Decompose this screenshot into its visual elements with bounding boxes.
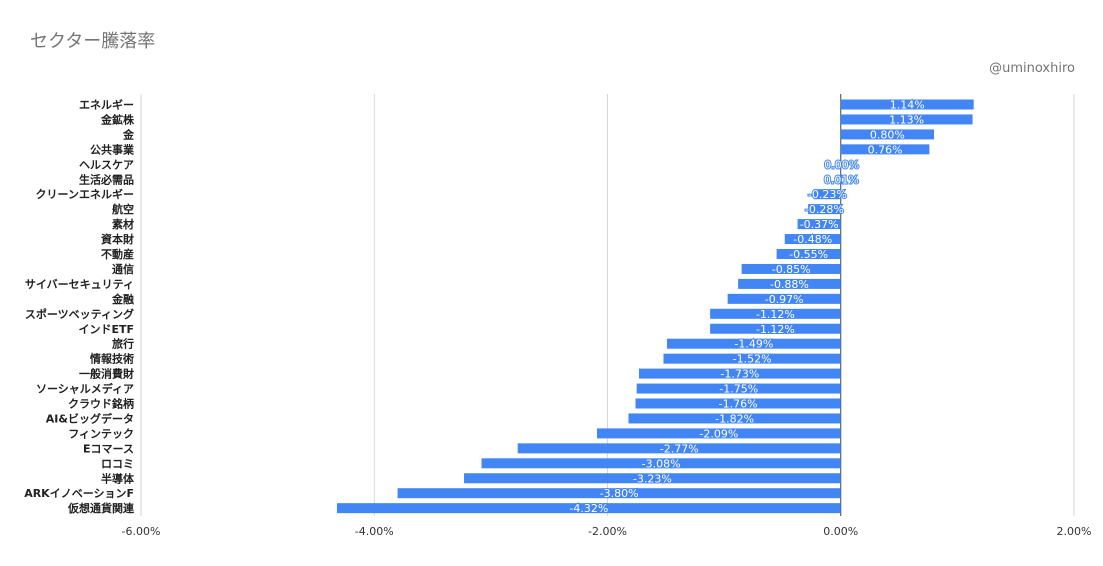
category-label: 金鉱株	[100, 112, 135, 126]
category-label: フィンテック	[68, 427, 134, 440]
category-label: 仮想通貨関連	[67, 501, 135, 515]
bar	[666, 338, 841, 349]
bar	[638, 368, 841, 379]
bar	[840, 114, 973, 125]
category-label: AI&ビッグデータ	[46, 411, 134, 425]
category-label: インドETF	[78, 323, 134, 336]
data-label: -0.23%	[808, 188, 847, 201]
bar	[663, 353, 841, 364]
x-tick-label: -4.00%	[355, 525, 394, 538]
category-label: 不動産	[101, 247, 134, 261]
category-label-layer: エネルギー金鉱株金公共事業ヘルスケア生活必需品クリーンエネルギー航空素材資本財不…	[24, 98, 135, 516]
bar	[710, 308, 841, 319]
bar	[840, 159, 842, 170]
x-tick-label: -2.00%	[588, 525, 627, 538]
category-label: エネルギー	[79, 98, 134, 112]
data-label: -0.48%	[793, 233, 832, 246]
bar	[808, 204, 841, 215]
category-label: スポーツベッティング	[25, 307, 134, 321]
bar	[635, 398, 841, 409]
data-label: 0.76%	[868, 143, 903, 156]
x-tick-label: 0.00%	[823, 525, 858, 538]
bar	[738, 278, 841, 289]
category-label: 半導体	[101, 471, 135, 485]
bar	[840, 144, 930, 155]
category-label: 通信	[112, 262, 134, 276]
bar-layer	[336, 99, 974, 514]
bar	[813, 189, 841, 200]
chart-credit: @uminoxhiro	[989, 61, 1075, 76]
data-label: -0.28%	[805, 203, 844, 216]
bar	[628, 413, 841, 424]
x-tick-label: -6.00%	[122, 525, 161, 538]
category-label: ヘルスケア	[79, 158, 134, 171]
bar	[464, 473, 841, 484]
data-label: 1.14%	[890, 99, 925, 112]
bar	[741, 263, 841, 274]
bar	[797, 219, 841, 230]
category-label: 金融	[111, 292, 134, 306]
category-label: Eコマース	[83, 442, 134, 455]
bar	[481, 458, 841, 469]
bar	[776, 249, 841, 259]
category-label: 一般消費財	[79, 367, 134, 381]
data-label: -1.49%	[734, 338, 773, 351]
data-label: -3.23%	[633, 472, 672, 485]
category-label: ARKイノベーションF	[24, 487, 134, 500]
data-label: -0.85%	[772, 263, 811, 276]
category-label: 情報技術	[90, 352, 134, 366]
data-label: -1.75%	[719, 383, 758, 396]
data-label-layer: 1.14%1.13% 0.80% 0.76% 0.00% 0.01% -0.23% -0.2…	[568, 98, 925, 517]
category-label: 航空	[112, 202, 134, 216]
category-label: 資本財	[101, 232, 134, 246]
bar	[636, 383, 841, 394]
bar	[597, 428, 841, 439]
data-label: -2.09%	[699, 427, 738, 440]
data-label: -1.52%	[733, 353, 772, 366]
data-label: -3.80%	[600, 487, 639, 500]
category-label: 金	[122, 127, 135, 141]
category-label: クリーンエネルギー	[36, 187, 134, 201]
bar	[840, 99, 974, 110]
bar	[727, 293, 841, 304]
data-label: -0.55%	[789, 248, 828, 261]
data-label: -4.32%	[569, 502, 608, 515]
bar	[336, 503, 841, 514]
data-label: -0.97%	[765, 293, 804, 306]
data-label: -2.77%	[660, 442, 699, 455]
category-label: ロコミ	[101, 457, 134, 470]
bar	[517, 443, 841, 454]
data-label: -1.76%	[719, 398, 758, 411]
category-label: 素材	[112, 217, 134, 231]
data-label: -1.82%	[715, 412, 754, 425]
bar	[710, 323, 841, 334]
bar	[840, 174, 842, 185]
category-label: サイバーセキュリティ	[25, 278, 134, 291]
category-label: 生活必需品	[79, 172, 134, 186]
data-label: 0.00%	[824, 158, 859, 171]
chart-title: セクター騰落率	[30, 31, 156, 52]
bar	[397, 488, 841, 499]
data-label: 1.13%	[889, 113, 924, 126]
data-label: -0.88%	[770, 278, 809, 291]
data-label: -1.73%	[720, 368, 759, 381]
category-label: 公共事業	[90, 142, 135, 156]
category-label: ソーシャルメディア	[36, 382, 134, 396]
category-label: クラウド銘柄	[68, 397, 134, 411]
x-tick-label: 2.00%	[1057, 525, 1092, 538]
bar	[840, 129, 935, 140]
data-label: -1.12%	[756, 323, 795, 336]
data-label: 0.01%	[824, 173, 859, 186]
data-label: -3.08%	[642, 457, 681, 470]
data-label: 0.80%	[870, 128, 905, 141]
data-label: -1.12%	[756, 308, 795, 321]
data-label: -0.37%	[800, 218, 839, 231]
bar	[784, 234, 841, 245]
category-label: 旅行	[112, 337, 134, 351]
x-tick-label-layer: -6.00% -4.00% -2.00% 0.00% 2.00%	[122, 525, 1092, 538]
